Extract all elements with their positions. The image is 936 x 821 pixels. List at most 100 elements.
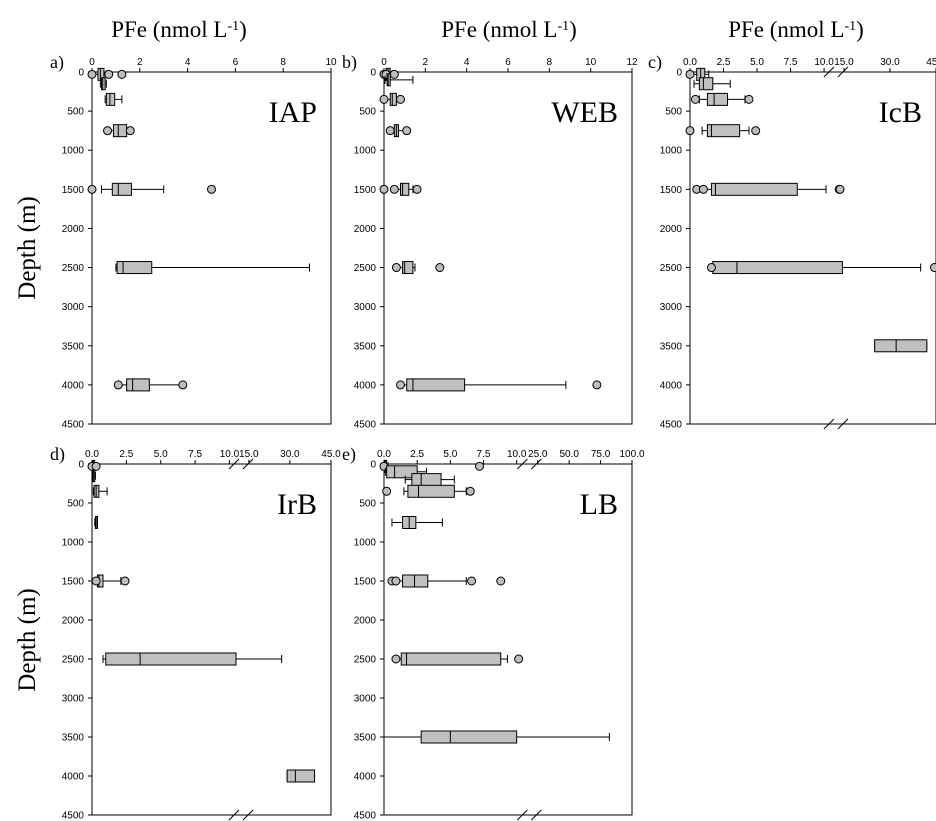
y-tick-label: 1500 (354, 185, 377, 196)
box-iqr (400, 182, 410, 196)
axis-break-mark (242, 809, 254, 821)
box-iqr (712, 261, 843, 275)
box-depth-2500 (391, 652, 524, 666)
top-title-a: PFe (nmol L-1) (111, 17, 247, 42)
y-tick-label: 4500 (354, 420, 377, 431)
box-depth-3500 (874, 339, 928, 353)
axis-break-mark (837, 418, 849, 430)
axis-break-mark (530, 809, 542, 821)
box-depth-30 (379, 459, 485, 473)
outlier-point (125, 126, 135, 136)
y-tick-label: 3500 (660, 341, 683, 352)
x-tick-label: 7.5 (477, 449, 491, 460)
y-tick-label: 0 (676, 68, 682, 79)
panel-letter: a) (50, 52, 64, 73)
y-tick-label: 3000 (62, 302, 85, 313)
y-tick-label: 4500 (62, 811, 85, 821)
y-tick-label: 2000 (660, 224, 683, 235)
panel-iap: a) IAP 0 2 4 6 8 10 0 500 1000 1500 2000 2500 3000 3500… (50, 52, 337, 431)
y-tick-label: 3500 (354, 341, 377, 352)
box-iqr (402, 261, 414, 275)
x-tick-label: 25.0 (528, 449, 548, 460)
y-tick-label: 1000 (354, 538, 377, 549)
outlier-point (117, 69, 127, 79)
panel-letter: e) (342, 444, 356, 465)
x-tick-label: 2 (423, 57, 429, 68)
outlier-point (396, 380, 406, 390)
box-depth-750 (391, 516, 443, 529)
box-iqr (97, 67, 105, 81)
box-iqr (407, 484, 455, 498)
box-iqr (698, 77, 714, 91)
outlier-point (104, 69, 114, 79)
box-iqr (706, 92, 729, 106)
outlier-point (467, 576, 477, 586)
x-tick-label: 0 (381, 57, 387, 68)
x-tick-label: 45.0 (926, 57, 936, 68)
panel-web: b) WEB 0 2 4 6 8 10 12 0 500 1000 1500 2000 2500 3000 35… (342, 52, 638, 431)
outlier-point (382, 486, 392, 496)
plot-frame (383, 463, 633, 816)
region-label: WEB (551, 96, 618, 129)
outlier-point (91, 576, 101, 586)
x-tick-label: 10 (585, 57, 597, 68)
y-tick-label: 0 (370, 460, 376, 471)
outlier-point (412, 184, 422, 194)
panel-letter: b) (342, 52, 357, 73)
box-iqr (710, 182, 798, 196)
outlier-point (391, 576, 401, 586)
box-iqr (874, 339, 928, 353)
y-tick-label: 0 (78, 460, 84, 471)
box-iqr (411, 473, 442, 487)
box-iqr (420, 730, 518, 744)
box-iqr (400, 652, 502, 666)
outlier-point (685, 69, 695, 79)
box-depth-4000 (396, 378, 602, 392)
outlier-point (835, 184, 845, 194)
x-tick-label: 10.0 (814, 57, 834, 68)
x-tick-label: 10.0 (220, 449, 240, 460)
y-tick-label: 2000 (354, 224, 377, 235)
axis-break-mark (516, 458, 528, 470)
outlier-point (435, 263, 445, 273)
axis-break-mark (837, 66, 849, 78)
outlier-point (91, 461, 101, 471)
x-tick-label: 2 (137, 57, 143, 68)
box-depth-2500 (706, 261, 936, 275)
box-depth-1500 (87, 182, 216, 196)
axis-break-mark (228, 458, 240, 470)
x-tick-label: 8 (280, 57, 286, 68)
outlier-point (751, 126, 761, 136)
x-tick-label: 2.5 (717, 57, 731, 68)
outlier-point (929, 263, 936, 273)
axis-break-mark (823, 66, 835, 78)
panel-irb: d) IrB 0.0 2.5 5.0 7.5 10.0 15.0 30.0 45.0 0 500 100… (50, 444, 341, 821)
x-tick-label: 45.0 (321, 449, 341, 460)
y-tick-label: 4500 (62, 420, 85, 431)
outlier-point (402, 126, 412, 136)
box-iqr (101, 77, 106, 91)
box-iqr (105, 652, 237, 666)
box-depth-750 (94, 516, 98, 529)
x-tick-label: 2.5 (119, 449, 133, 460)
outlier-point (379, 94, 389, 104)
y-tick-label: 3000 (660, 302, 683, 313)
box-iqr (389, 92, 397, 106)
x-tick-label: 30.0 (280, 449, 300, 460)
x-tick-label: 6 (505, 57, 511, 68)
y-tick-label: 2500 (62, 263, 85, 274)
y-tick-label: 2000 (354, 616, 377, 627)
outlier-point (87, 69, 97, 79)
box-depth-150 (99, 77, 107, 91)
box-depth-30 (87, 67, 127, 81)
x-tick-label: 10 (325, 57, 337, 68)
y-tick-label: 500 (359, 499, 376, 510)
outlier-point (592, 380, 602, 390)
outlier-point (706, 263, 716, 273)
box-iqr (105, 92, 116, 106)
box-depth-100 (384, 73, 414, 87)
axis-break-mark (530, 458, 542, 470)
axis-break-mark (516, 809, 528, 821)
outlier-point (744, 94, 754, 104)
